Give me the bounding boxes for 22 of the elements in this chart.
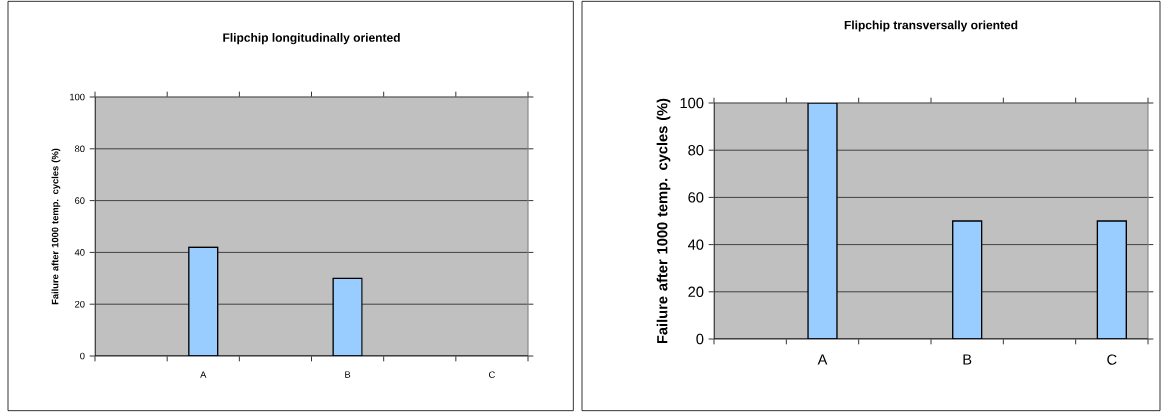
y-tick-label: 80	[688, 145, 704, 156]
chart-title: Flipchip longitudinally oriented	[223, 33, 400, 45]
y-tick-label: 20	[75, 300, 85, 308]
y-tick-label: 100	[70, 93, 85, 101]
y-tick-label: 40	[687, 239, 704, 250]
x-tick-label: C	[489, 371, 495, 378]
x-tick-label: B	[345, 371, 351, 378]
y-tick-label: 100	[680, 97, 704, 109]
y-axis-title: Failure after 1000 temp. cycles (%)	[656, 98, 671, 344]
x-tick-label: A	[200, 371, 207, 378]
y-tick-label: 60	[688, 192, 704, 203]
y-tick-label: 0	[80, 352, 85, 360]
y-axis-title: Failure after 1000 temp. cycles (%)	[51, 148, 61, 305]
x-tick-label: C	[1107, 354, 1117, 365]
y-tick-label: 40	[74, 249, 85, 256]
x-tick-label: A	[817, 354, 828, 365]
y-tick-label: 60	[75, 197, 85, 204]
y-tick-label: 0	[696, 333, 704, 345]
y-tick-label: 80	[74, 145, 85, 153]
x-tick-label: B	[963, 354, 972, 365]
chart-title: Flipchip transversally oriented	[844, 20, 1018, 32]
y-tick-label: 20	[688, 286, 704, 297]
